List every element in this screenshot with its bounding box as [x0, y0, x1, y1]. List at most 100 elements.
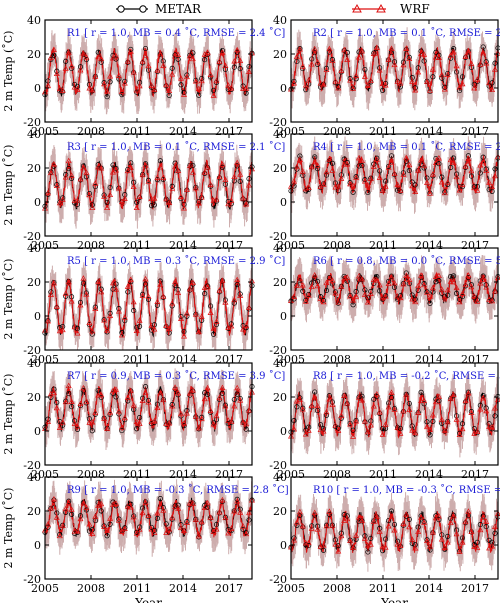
wrf-point [118, 88, 125, 94]
metar-point [80, 163, 86, 169]
wrf-point [293, 163, 300, 170]
metar-point [445, 70, 451, 77]
wrf-point [234, 276, 241, 283]
wrf-point [474, 76, 481, 82]
wrf-point [441, 86, 448, 92]
metar-point [350, 189, 356, 195]
wrf-point [240, 194, 247, 201]
wrf-point [201, 395, 208, 402]
wrf-point [113, 286, 119, 292]
metar-point [421, 281, 427, 287]
metar-point [142, 45, 149, 52]
wrf-point [418, 50, 425, 57]
metar-point [69, 175, 75, 181]
legend-wrf-marker [376, 3, 386, 13]
metar-point [134, 529, 140, 535]
wrf-point [198, 313, 205, 319]
metar-point [394, 538, 401, 544]
wrf-point [385, 522, 392, 529]
metar-point [418, 48, 424, 54]
wrf-point [62, 398, 69, 405]
wrf-point [121, 195, 128, 201]
wrf-point [323, 66, 330, 73]
metar-point [335, 543, 341, 549]
wrf-point [151, 195, 158, 201]
wrf-point [435, 393, 442, 399]
wrf-point [166, 525, 173, 532]
wrf-point [361, 73, 368, 79]
y-tick-label: 40 [273, 242, 287, 255]
wrf-point [344, 515, 351, 522]
wrf-point [308, 60, 315, 67]
metar-point [374, 394, 380, 400]
metar-point [175, 502, 181, 508]
metar-point [353, 76, 359, 82]
wrf-point [441, 544, 448, 551]
wrf-point [77, 515, 84, 522]
wrf-point [219, 277, 226, 283]
wrf-point [314, 282, 321, 289]
wrf-point [332, 78, 339, 84]
metar-point [66, 390, 72, 397]
wrf-point [376, 281, 383, 288]
metar-point [329, 160, 335, 166]
x-tick-label: 2017 [461, 582, 489, 595]
wrf-point [71, 420, 78, 426]
wrf-point [139, 509, 146, 516]
metar-point [477, 62, 483, 68]
metar-point [462, 54, 469, 60]
series-wrf [290, 155, 499, 196]
metar-point [486, 421, 492, 427]
metar-point [119, 92, 125, 98]
wrf-point [175, 389, 182, 396]
wrf-point [169, 185, 176, 191]
wrf-point [148, 322, 155, 328]
metar-point [448, 55, 454, 61]
x-axis-label: Year [134, 596, 162, 603]
wrf-point [367, 290, 374, 296]
wrf-point [459, 80, 466, 87]
plot-frame [44, 247, 253, 351]
wrf-point [338, 67, 345, 73]
metar-point [86, 416, 92, 422]
wrf-point [130, 68, 137, 75]
metar-point [433, 279, 439, 285]
wrf-point [195, 532, 202, 539]
x-tick-label: 2017 [215, 468, 243, 481]
metar-point [492, 166, 498, 172]
metar-point [145, 177, 152, 183]
x-tick-label: 2011 [123, 582, 151, 595]
wrf-point [219, 161, 226, 167]
metar-point [131, 308, 137, 314]
wrf-point [107, 515, 114, 521]
x-tick-label: 2008 [323, 468, 351, 481]
wrf-point [291, 293, 297, 299]
metar-point [89, 202, 95, 208]
wrf-point [418, 514, 425, 520]
wrf-point [45, 520, 51, 527]
wrf-point [160, 293, 167, 299]
metar-point [196, 426, 202, 432]
wrf-point [204, 283, 211, 290]
wrf-point [204, 164, 211, 170]
wrf-point [59, 196, 66, 202]
wrf-point [364, 299, 371, 305]
wrf-point [474, 187, 481, 193]
panel-annotation: R8 [ r = 1.0, MB = -0.2 ˚C, RMSE = 3.5 ˚… [313, 370, 500, 382]
wrf-point [489, 423, 496, 430]
wrf-point [92, 73, 99, 79]
wrf-point [204, 499, 211, 506]
wrf-point [335, 84, 342, 91]
wrf-point [483, 518, 490, 524]
x-tick-label: 2008 [77, 468, 105, 481]
metar-point [175, 287, 181, 293]
wrf-point [391, 526, 398, 533]
wrf-point [418, 157, 425, 163]
metar-point [107, 310, 113, 316]
metar-point [338, 415, 344, 421]
metar-point [169, 402, 175, 408]
metar-point [320, 547, 327, 553]
metar-point [110, 286, 116, 292]
wrf-point [204, 49, 211, 55]
